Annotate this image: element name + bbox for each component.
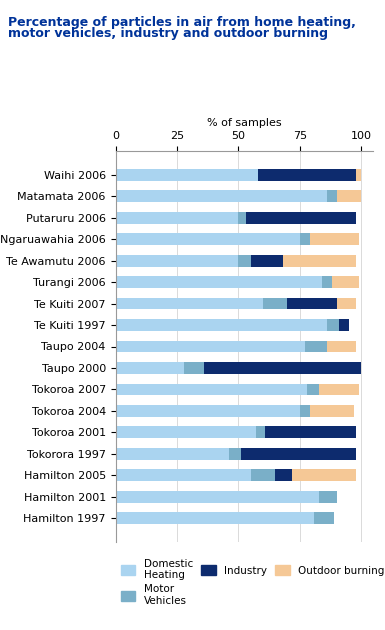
Bar bbox=[116, 319, 327, 331]
Bar bbox=[292, 469, 356, 481]
Bar bbox=[283, 255, 356, 266]
Bar bbox=[300, 405, 310, 417]
Bar bbox=[246, 212, 356, 224]
Bar bbox=[116, 233, 300, 245]
Bar bbox=[310, 233, 359, 245]
Bar bbox=[327, 341, 356, 352]
Bar bbox=[288, 298, 336, 309]
Bar bbox=[320, 384, 359, 395]
Bar bbox=[356, 169, 361, 181]
Bar bbox=[238, 255, 251, 266]
Bar bbox=[229, 448, 241, 460]
Bar bbox=[116, 169, 258, 181]
Bar bbox=[116, 255, 238, 266]
Bar bbox=[116, 448, 229, 460]
Bar bbox=[116, 362, 184, 374]
Bar bbox=[320, 491, 336, 503]
Bar bbox=[307, 384, 320, 395]
Bar bbox=[116, 384, 307, 395]
Bar bbox=[263, 298, 288, 309]
Text: Percentage of particles in air from home heating,: Percentage of particles in air from home… bbox=[8, 16, 356, 29]
Bar bbox=[251, 469, 275, 481]
Bar bbox=[327, 190, 336, 202]
Bar bbox=[265, 427, 356, 438]
Bar bbox=[300, 233, 310, 245]
Bar bbox=[116, 405, 300, 417]
Bar bbox=[116, 298, 263, 309]
Bar bbox=[116, 341, 305, 352]
Bar bbox=[336, 190, 361, 202]
Bar bbox=[332, 276, 359, 288]
Bar bbox=[336, 298, 356, 309]
Bar bbox=[116, 512, 315, 524]
Bar bbox=[339, 319, 349, 331]
Bar bbox=[241, 448, 356, 460]
Bar bbox=[116, 276, 322, 288]
Bar bbox=[258, 169, 356, 181]
Bar bbox=[322, 276, 332, 288]
Bar bbox=[256, 427, 265, 438]
Bar bbox=[184, 362, 204, 374]
Legend: Domestic
Heating, Motor
Vehicles, Industry, Outdoor burning: Domestic Heating, Motor Vehicles, Indust… bbox=[121, 559, 385, 606]
Bar bbox=[204, 362, 361, 374]
X-axis label: % of samples: % of samples bbox=[207, 118, 282, 128]
Bar bbox=[327, 319, 339, 331]
Bar bbox=[116, 212, 238, 224]
Bar bbox=[310, 405, 354, 417]
Bar bbox=[275, 469, 292, 481]
Bar bbox=[315, 512, 334, 524]
Bar bbox=[116, 491, 320, 503]
Bar bbox=[238, 212, 246, 224]
Text: motor vehicles, industry and outdoor burning: motor vehicles, industry and outdoor bur… bbox=[8, 27, 328, 40]
Bar bbox=[116, 190, 327, 202]
Bar bbox=[251, 255, 283, 266]
Bar bbox=[305, 341, 327, 352]
Bar bbox=[116, 427, 256, 438]
Bar bbox=[116, 469, 251, 481]
